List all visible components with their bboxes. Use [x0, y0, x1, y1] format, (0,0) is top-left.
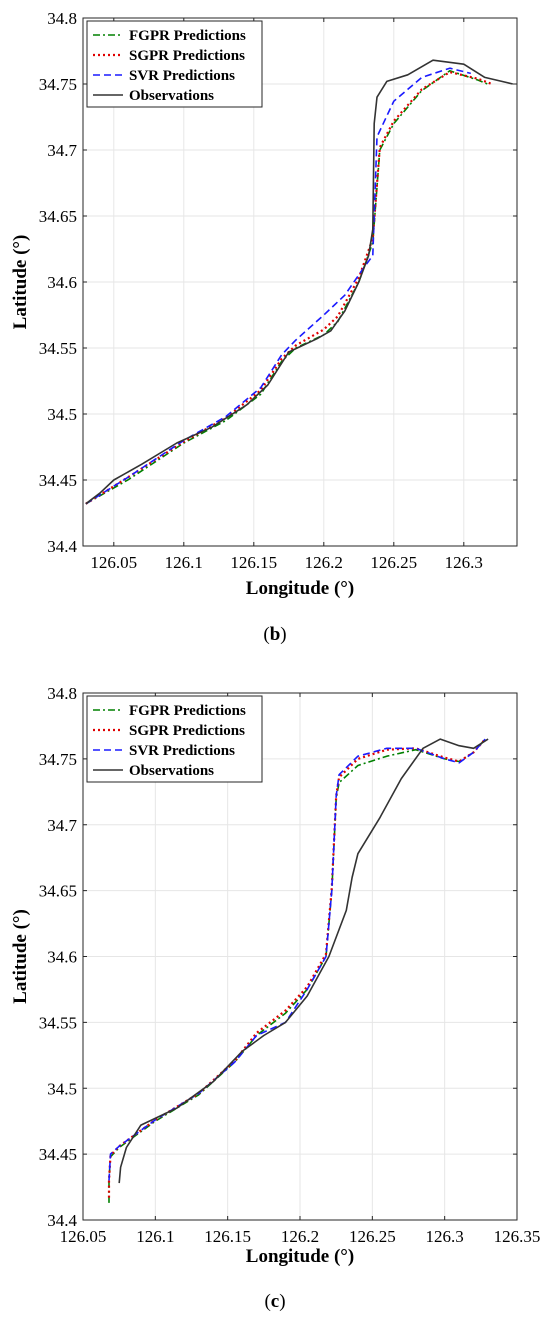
y-tick-label: 34.7 — [47, 816, 77, 835]
y-tick-label: 34.45 — [39, 471, 77, 490]
x-tick-label: 126.15 — [230, 553, 277, 572]
series-line-sgpr-predictions — [107, 738, 487, 1198]
legend-label: SGPR Predictions — [129, 723, 245, 739]
x-tick-label: 126.05 — [90, 553, 137, 572]
panel-label: (b) — [263, 624, 286, 645]
x-tick-label: 126.2 — [305, 553, 343, 572]
y-tick-label: 34.65 — [39, 207, 77, 226]
x-tick-label: 126.2 — [281, 1227, 319, 1246]
y-tick-label: 34.4 — [47, 537, 77, 556]
y-tick-label: 34.8 — [47, 684, 77, 703]
y-tick-label: 34.6 — [47, 273, 77, 292]
y-tick-label: 34.6 — [47, 948, 77, 967]
legend-label: FGPR Predictions — [129, 28, 246, 44]
x-tick-label: 126.25 — [370, 553, 417, 572]
x-tick-label: 126.25 — [349, 1227, 396, 1246]
y-tick-label: 34.8 — [47, 9, 77, 28]
legend-label: FGPR Predictions — [129, 703, 246, 719]
legend-label: SVR Predictions — [129, 743, 235, 759]
y-tick-label: 34.45 — [39, 1145, 77, 1164]
series-line-observations — [118, 738, 489, 1184]
legend-label: SGPR Predictions — [129, 48, 245, 64]
legend-label: Observations — [129, 763, 214, 779]
series-line-observations — [85, 59, 513, 505]
y-tick-label: 34.5 — [47, 405, 77, 424]
x-tick-label: 126.15 — [204, 1227, 251, 1246]
y-tick-label: 34.75 — [39, 75, 77, 94]
y-tick-label: 34.75 — [39, 750, 77, 769]
x-axis-label: Longitude (°) — [246, 578, 354, 599]
legend: FGPR Predictions SGPR Predictions SVR Pred… — [86, 20, 263, 108]
x-tick-label: 126.3 — [445, 553, 483, 572]
y-tick-label: 34.7 — [47, 141, 77, 160]
x-tick-label: 126.1 — [136, 1227, 174, 1246]
legend-label: SVR Predictions — [129, 68, 235, 84]
panel-label: (c) — [264, 1291, 285, 1312]
y-tick-label: 34.55 — [39, 339, 77, 358]
x-tick-label: 126.3 — [426, 1227, 464, 1246]
legend-label: Observations — [129, 88, 214, 104]
y-axis-label: Latitude (°) — [10, 235, 31, 330]
x-tick-label: 126.35 — [494, 1227, 541, 1246]
y-tick-label: 34.5 — [47, 1079, 77, 1098]
chart-c: 126.05 126.1 126.15 126.2 126.25 126.3 126.35 3… — [10, 684, 540, 1312]
y-tick-label: 34.55 — [39, 1013, 77, 1032]
x-axis-label: Longitude (°) — [246, 1246, 354, 1267]
x-tick-label: 126.1 — [165, 553, 203, 572]
chart-b: 126.05 126.1 126.15 126.2 126.25 126.3 34.4 34.… — [10, 9, 518, 645]
y-tick-label: 34.4 — [47, 1211, 77, 1230]
legend: FGPR Predictions SGPR Predictions SVR Pred… — [86, 695, 263, 783]
legend-box — [86, 20, 263, 108]
y-axis-label: Latitude (°) — [10, 909, 31, 1004]
y-tick-label: 34.65 — [39, 882, 77, 901]
series-line-svr-predictions — [85, 67, 471, 505]
x-tick-label: 126.05 — [60, 1227, 107, 1246]
legend-box — [86, 695, 263, 783]
